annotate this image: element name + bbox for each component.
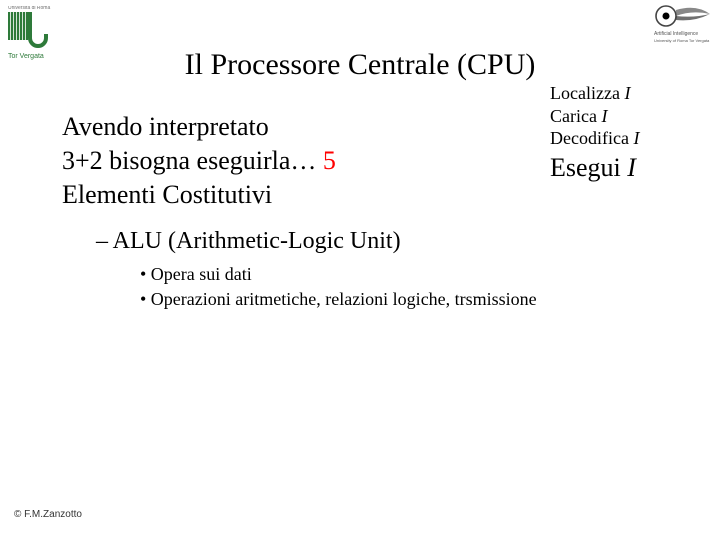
- body-line2b-accent: 5: [323, 146, 336, 175]
- alu-heading: – ALU (Arithmetic-Logic Unit): [96, 228, 401, 255]
- bullet-1: • Opera sui dati: [140, 264, 537, 285]
- cycle-esegui-text: Esegui: [550, 153, 627, 182]
- cycle-box: Localizza I Carica I Decodifica I Esegui…: [550, 82, 639, 184]
- body-line2a: 3+2 bisogna eseguirla…: [62, 146, 323, 175]
- body-line2: 3+2 bisogna eseguirla… 5: [62, 146, 492, 176]
- cycle-decodifica-text: Decodifica: [550, 128, 633, 148]
- cycle-localizza-i: I: [624, 83, 630, 103]
- art-logo-label2: University of Roma Tor Vergata: [654, 38, 710, 43]
- body-line3: Elementi Costitutivi: [62, 180, 492, 210]
- art-logo: Artificial Intelligence University of Ro…: [652, 2, 712, 46]
- cycle-localizza-text: Localizza: [550, 83, 624, 103]
- art-logo-label1: Artificial Intelligence: [654, 31, 698, 37]
- uni-logo-label1: Università di Roma: [8, 6, 50, 11]
- body-line1: Avendo interpretato: [62, 112, 492, 142]
- body-text: Avendo interpretato 3+2 bisogna eseguirl…: [62, 112, 492, 210]
- cycle-carica-i: I: [601, 106, 607, 126]
- slide: Università di Roma Tor Vergata Artificia…: [0, 0, 720, 540]
- slide-title: Il Processore Centrale (CPU): [0, 48, 720, 82]
- cycle-carica: Carica I: [550, 105, 639, 128]
- bullet-2: • Operazioni aritmetiche, relazioni logi…: [140, 289, 537, 310]
- cycle-carica-text: Carica: [550, 106, 601, 126]
- cycle-decodifica: Decodifica I: [550, 127, 639, 150]
- cycle-esegui-i: I: [627, 153, 636, 182]
- art-logo-svg: Artificial Intelligence University of Ro…: [652, 2, 712, 46]
- cycle-esegui: Esegui I: [550, 152, 639, 185]
- copyright-footer: © F.M.Zanzotto: [14, 509, 82, 520]
- cycle-localizza: Localizza I: [550, 82, 639, 105]
- cycle-decodifica-i: I: [633, 128, 639, 148]
- alu-bullets: • Opera sui dati • Operazioni aritmetich…: [140, 264, 537, 314]
